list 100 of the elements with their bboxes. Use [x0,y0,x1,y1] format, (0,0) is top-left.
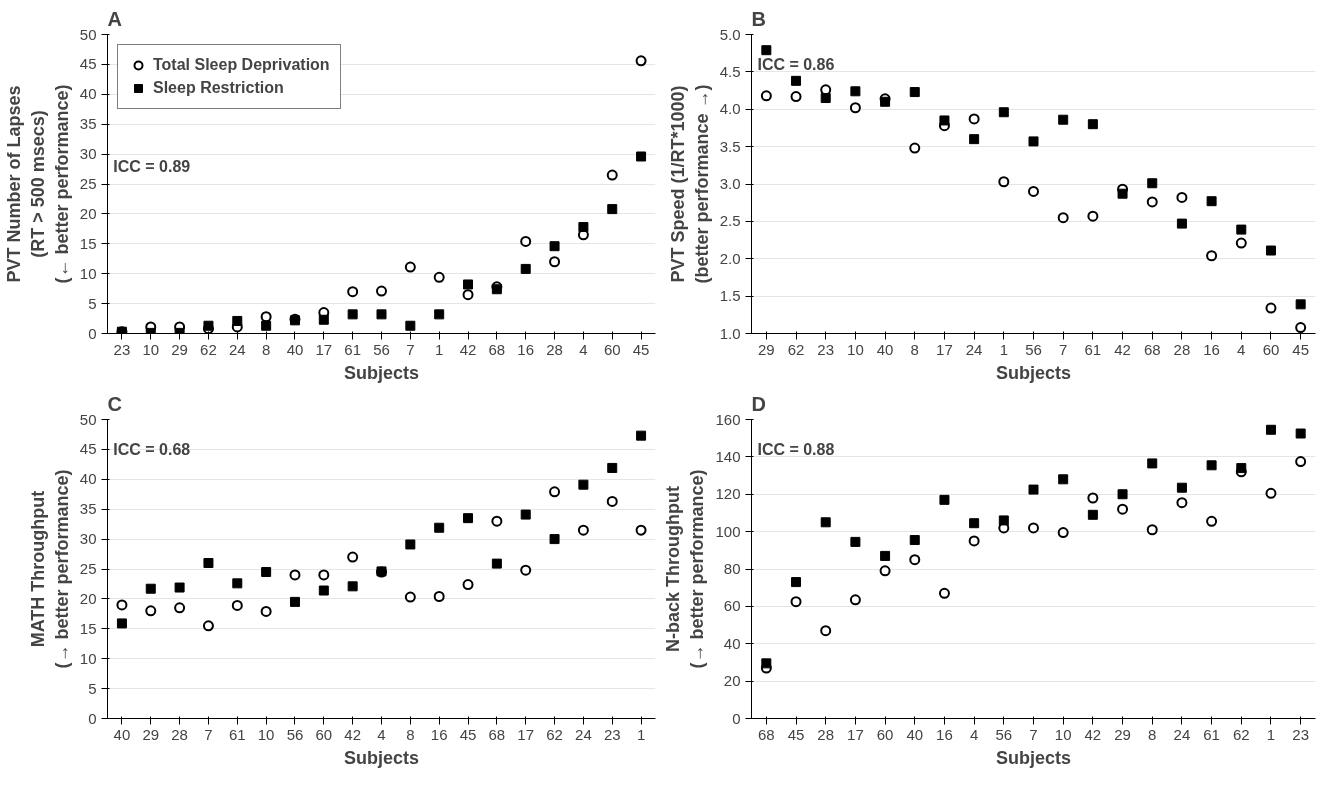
x-tick-label: 40 [876,340,894,358]
x-tick-label: 7 [204,725,213,743]
x-tick-label: 7 [1029,725,1038,743]
annotation: ICC = 0.88 [757,440,835,458]
x-tick-label: 29 [171,340,188,358]
x-axis-title: Subjects [343,362,420,383]
y-tick-label: 5.0 [719,25,741,43]
y-axis-title: PVT Speed (1/RT*1000) (better performance →) [667,84,712,284]
y-tick-label: 2.5 [719,212,741,230]
legend-label: Total Sleep Deprivation [153,56,330,74]
y-tick-label: 1.5 [719,287,741,305]
x-tick-label: 68 [758,725,775,743]
x-tick-label: 28 [546,340,563,358]
x-tick-label: 24 [1173,725,1191,743]
x-tick-label: 8 [261,340,271,358]
y-tick-label: 40 [79,470,97,488]
annotation: ICC = 0.86 [757,55,835,73]
y-tick-label: 45 [79,440,97,458]
x-tick-label: 61 [344,340,361,358]
y-tick-label: 35 [79,500,97,518]
y-tick-label: 35 [79,115,97,133]
x-tick-label: 68 [1143,340,1161,358]
y-tick-label: 50 [79,410,97,428]
y-tick-label: 0 [732,709,741,727]
y-tick-label: 10 [79,264,97,282]
y-tick-label: 4.5 [719,62,741,80]
x-tick-label: 7 [1059,340,1068,358]
x-tick-label: 17 [847,725,864,743]
x-tick-label: 23 [817,340,835,358]
x-tick-label: 4 [969,725,979,743]
x-tick-label: 24 [575,725,592,743]
x-tick-label: 23 [603,725,621,743]
x-tick-label: 45 [1292,340,1309,358]
x-tick-label: 7 [406,340,415,358]
x-tick-label: 40 [286,340,304,358]
y-axis-title: MATH Throughput (→ better performance) [27,469,72,669]
x-tick-label: 17 [517,725,535,743]
annotation: ICC = 0.89 [113,157,191,175]
x-tick-label: 62 [200,340,217,358]
x-tick-label: 60 [876,725,894,743]
x-tick-label: 42 [344,725,361,743]
x-tick-label: 17 [936,340,953,358]
y-tick-label: 10 [79,649,97,667]
y-tick-label: 5 [88,679,97,697]
y-tick-label: 20 [79,204,97,222]
x-tick-label: 45 [632,340,650,358]
y-tick-label: 0 [88,709,97,727]
y-tick-label: 40 [79,85,97,103]
x-tick-label: 42 [1084,725,1102,743]
x-tick-label: 56 [1025,340,1042,358]
x-tick-label: 23 [1292,725,1309,743]
x-tick-label: 62 [787,340,805,358]
y-axis-title: PVT Number of Lapses (RT > 500 msecs) (← better performance) [3,84,72,284]
x-tick-label: 10 [847,340,864,358]
y-tick-label: 40 [723,634,741,652]
x-tick-label: 56 [286,725,304,743]
x-tick-label: 29 [142,725,160,743]
y-tick-label: 20 [79,589,97,607]
x-tick-label: 8 [1148,725,1157,743]
y-tick-label: 20 [723,672,741,690]
x-tick-label: 16 [936,725,953,743]
y-tick-label: 4.0 [719,100,741,118]
y-tick-label: 2.0 [719,249,741,267]
y-tick-label: 15 [79,234,97,252]
x-tick-label: 16 [1203,340,1220,358]
x-tick-label: 24 [228,340,246,358]
x-tick-label: 1 [435,340,444,358]
x-tick-label: 29 [1114,725,1131,743]
x-tick-label: 61 [228,725,246,743]
y-tick-label: 3.5 [719,137,741,155]
x-tick-label: 29 [758,340,775,358]
y-tick-label: 60 [723,597,741,615]
y-tick-label: 80 [723,560,741,577]
y-tick-label: 30 [79,530,97,548]
y-tick-label: 100 [715,522,741,540]
x-tick-label: 1 [1266,725,1276,743]
x-tick-label: 45 [459,725,477,743]
x-tick-label: 8 [406,725,415,743]
y-tick-label: 25 [79,175,97,192]
x-tick-label: 42 [1114,340,1131,358]
x-tick-label: 60 [603,340,621,358]
y-tick-label: 0 [88,324,97,342]
x-tick-label: 56 [373,340,390,358]
x-tick-label: 40 [113,725,131,743]
x-tick-label: 62 [546,725,563,743]
x-tick-label: 68 [488,725,506,743]
x-tick-label: 45 [787,725,805,743]
x-tick-label: 10 [1054,725,1072,743]
y-tick-label: 160 [715,410,741,428]
chart-title: D [751,392,766,415]
x-axis-title: Subjects [343,747,420,768]
x-tick-label: 61 [1203,725,1220,743]
x-tick-label: 16 [430,725,448,743]
x-axis-title: Subjects [995,362,1072,383]
x-tick-label: 23 [113,340,131,358]
x-tick-label: 61 [1084,340,1102,358]
x-tick-label: 60 [315,725,333,743]
x-tick-label: 17 [315,340,333,358]
x-tick-label: 10 [257,725,275,743]
y-tick-label: 15 [79,619,97,637]
